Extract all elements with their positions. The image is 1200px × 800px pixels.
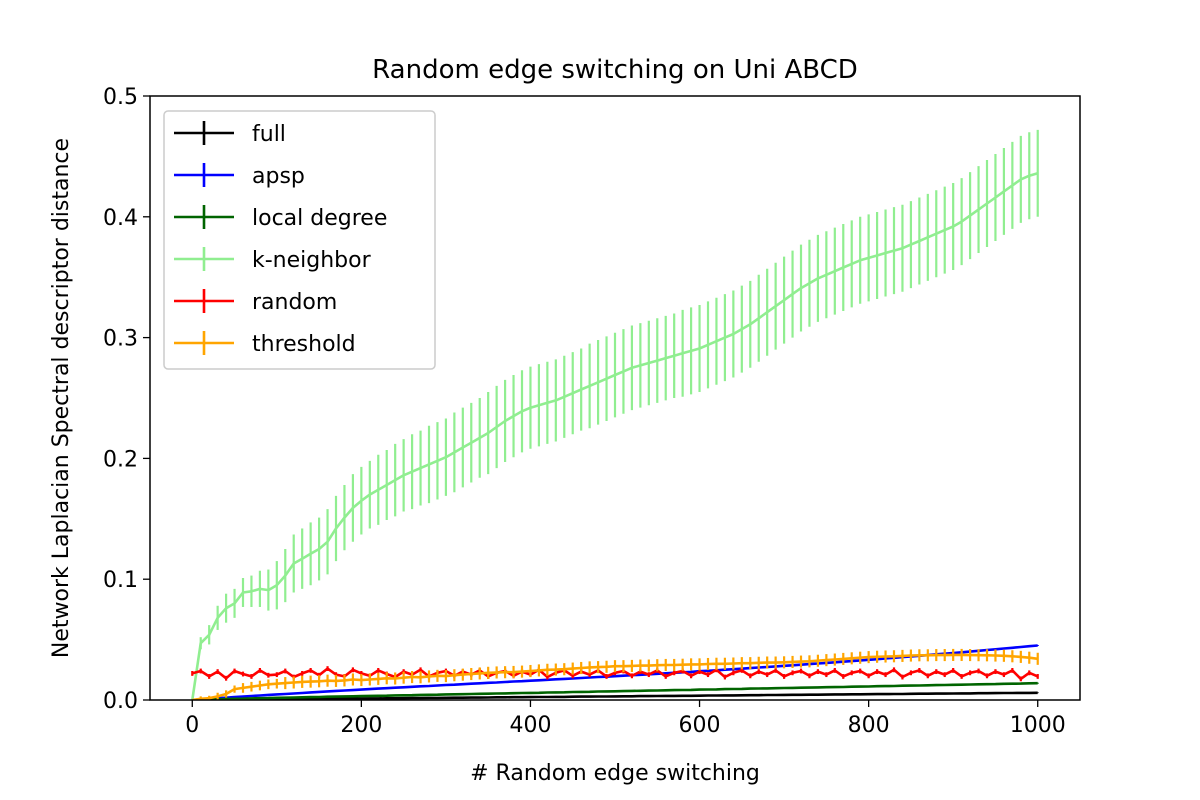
x-tick-label: 800 — [848, 713, 890, 738]
series-line-k-neighbor — [191, 172, 1039, 700]
x-axis: 0 200 400 600 800 1000 — [185, 700, 1066, 738]
series-line-random — [191, 667, 1039, 681]
x-tick-label: 1000 — [1010, 713, 1066, 738]
y-tick-label: 0.1 — [103, 568, 138, 593]
y-tick-label: 0.2 — [103, 447, 138, 472]
legend-item-apsp: apsp — [174, 163, 305, 189]
legend-label-full: full — [252, 122, 286, 147]
series-line-apsp — [192, 644, 1038, 700]
legend-label-random: random — [252, 290, 337, 315]
legend-item-threshold: threshold — [174, 331, 356, 357]
y-tick-label: 0.0 — [103, 689, 138, 714]
legend-frame — [163, 110, 436, 370]
y-axis: 0.0 0.1 0.2 0.3 0.4 0.5 — [103, 85, 150, 714]
legend-item-full: full — [174, 121, 286, 147]
y-tick-label: 0.4 — [103, 206, 138, 231]
legend-label-local-degree: local degree — [252, 206, 387, 231]
y-axis-label: Network Laplacian Spectral descriptor di… — [49, 138, 74, 658]
x-tick-label: 400 — [509, 713, 551, 738]
series-line-local-degree — [192, 681, 1038, 700]
series-k-neighbor — [191, 129, 1039, 700]
legend: full apsp local degree k-neighbor random thre… — [163, 110, 436, 370]
series-line-threshold — [192, 653, 1038, 700]
x-axis-label: # Random edge switching — [470, 761, 760, 786]
series-local-degree — [192, 681, 1039, 700]
y-tick-label: 0.3 — [103, 327, 138, 352]
legend-label-k-neighbor: k-neighbor — [252, 248, 372, 273]
axes-frame — [149, 95, 1081, 701]
legend-item-k-neighbor: k-neighbor — [174, 247, 372, 273]
x-tick-label: 200 — [340, 713, 382, 738]
series-line-full — [192, 691, 1038, 700]
x-tick-label: 0 — [185, 713, 199, 738]
legend-label-threshold: threshold — [252, 332, 356, 357]
y-tick-label: 0.5 — [103, 85, 138, 110]
legend-item-random: random — [174, 289, 337, 315]
series-threshold — [192, 648, 1039, 700]
x-tick-label: 600 — [679, 713, 721, 738]
legend-item-local-degree: local degree — [174, 205, 387, 231]
chart-title: Random edge switching on Uni ABCD — [372, 55, 858, 85]
legend-label-apsp: apsp — [252, 164, 305, 189]
plot-area — [191, 129, 1039, 700]
